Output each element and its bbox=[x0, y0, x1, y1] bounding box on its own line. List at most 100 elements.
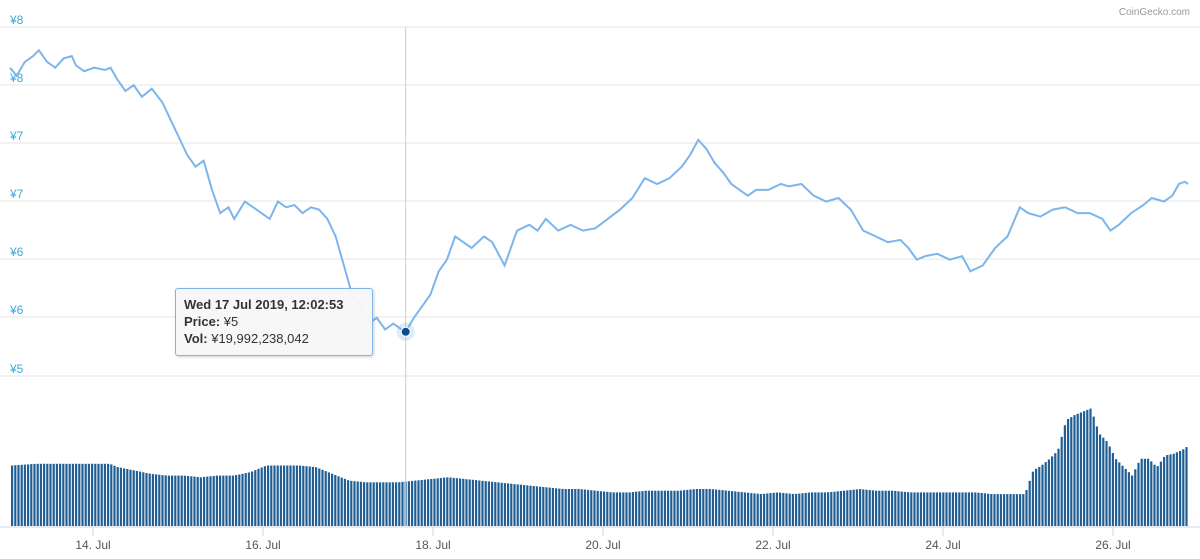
volume-bar bbox=[871, 490, 874, 526]
volume-bar bbox=[94, 463, 97, 526]
volume-bar bbox=[1163, 457, 1166, 526]
volume-bar bbox=[1111, 453, 1114, 526]
volume-bar bbox=[1172, 453, 1175, 526]
volume-bar bbox=[414, 480, 417, 526]
y-axis-labels: ¥8 ¥8 ¥7 ¥7 ¥6 ¥6 ¥5 bbox=[9, 13, 24, 376]
volume-bar bbox=[564, 489, 567, 526]
volume-bar bbox=[951, 492, 954, 526]
volume-bar bbox=[491, 481, 494, 526]
tooltip-vol-label: Vol: bbox=[184, 331, 208, 346]
volume-bar bbox=[20, 464, 23, 526]
volume-bar bbox=[1051, 456, 1054, 526]
volume-bar bbox=[43, 463, 46, 526]
volume-bar bbox=[657, 490, 660, 526]
volume-bar bbox=[782, 493, 785, 526]
volume-bar bbox=[1025, 490, 1028, 526]
credit-label[interactable]: CoinGecko.com bbox=[1119, 7, 1190, 18]
volume-bar bbox=[321, 469, 324, 526]
volume-bar bbox=[238, 474, 241, 526]
volume-bar bbox=[980, 493, 983, 526]
volume-bars bbox=[11, 408, 1188, 526]
volume-bar bbox=[852, 489, 855, 526]
volume-bar bbox=[1179, 451, 1182, 526]
volume-bar bbox=[878, 490, 881, 526]
volume-bar bbox=[798, 493, 801, 526]
volume-bar bbox=[1143, 458, 1146, 526]
volume-bar bbox=[651, 490, 654, 526]
volume-bar bbox=[292, 465, 295, 526]
volume-bar bbox=[407, 481, 410, 526]
volume-bar bbox=[817, 492, 820, 526]
volume-bar bbox=[734, 491, 737, 526]
tooltip-price-value: ¥5 bbox=[223, 314, 239, 329]
volume-bar bbox=[1131, 475, 1134, 526]
x-tick-label: 26. Jul bbox=[1095, 538, 1130, 552]
volume-bar bbox=[1003, 494, 1006, 526]
volume-bar bbox=[497, 482, 500, 526]
volume-bar bbox=[593, 490, 596, 526]
volume-bar bbox=[1156, 466, 1159, 526]
volume-bar bbox=[11, 465, 14, 526]
volume-bar bbox=[1031, 471, 1034, 526]
volume-bar bbox=[107, 463, 110, 526]
volume-bar bbox=[606, 491, 609, 526]
volume-bar bbox=[785, 493, 788, 526]
volume-bar bbox=[1185, 447, 1188, 526]
volume-bar bbox=[529, 485, 532, 526]
volume-bar bbox=[500, 482, 503, 526]
volume-bar bbox=[123, 468, 126, 526]
volume-bar bbox=[283, 465, 286, 526]
x-tick-label: 24. Jul bbox=[925, 538, 960, 552]
volume-bar bbox=[52, 463, 55, 526]
volume-bar bbox=[142, 472, 145, 526]
volume-bar bbox=[638, 491, 641, 526]
volume-bar bbox=[619, 492, 622, 526]
volume-bar bbox=[702, 489, 705, 526]
volume-bar bbox=[465, 479, 468, 526]
volume-bar bbox=[1124, 469, 1127, 526]
volume-bar bbox=[190, 476, 193, 526]
volume-bar bbox=[1150, 461, 1153, 526]
volume-bar bbox=[516, 484, 519, 526]
volume-bar bbox=[382, 482, 385, 526]
volume-bar bbox=[375, 482, 378, 526]
x-tick-label: 14. Jul bbox=[75, 538, 110, 552]
volume-bar bbox=[1147, 458, 1150, 526]
volume-bar bbox=[939, 492, 942, 526]
volume-bar bbox=[868, 490, 871, 526]
volume-bar bbox=[494, 482, 497, 526]
volume-bar bbox=[14, 465, 17, 526]
volume-bar bbox=[254, 470, 257, 526]
volume-bar bbox=[340, 477, 343, 526]
volume-bar bbox=[843, 490, 846, 526]
hover-point-marker[interactable] bbox=[400, 326, 411, 337]
volume-bar bbox=[964, 492, 967, 526]
volume-bar bbox=[1070, 417, 1073, 526]
volume-bar bbox=[775, 492, 778, 526]
x-tick-label: 20. Jul bbox=[585, 538, 620, 552]
volume-bar bbox=[679, 490, 682, 526]
volume-bar bbox=[846, 490, 849, 526]
volume-bar bbox=[193, 476, 196, 526]
volume-bar bbox=[36, 463, 39, 526]
volume-bar bbox=[967, 492, 970, 526]
volume-bar bbox=[369, 482, 372, 526]
volume-bar bbox=[148, 473, 151, 526]
volume-bar bbox=[753, 493, 756, 526]
volume-bar bbox=[971, 492, 974, 526]
volume-bar bbox=[1041, 464, 1044, 526]
volume-bar bbox=[603, 491, 606, 526]
volume-bar bbox=[919, 492, 922, 526]
volume-bar bbox=[39, 463, 42, 526]
volume-bar bbox=[695, 489, 698, 526]
volume-bar bbox=[30, 464, 33, 526]
volume-bar bbox=[567, 489, 570, 526]
volume-bar bbox=[849, 490, 852, 526]
volume-bar bbox=[126, 469, 129, 526]
volume-bar bbox=[158, 474, 161, 526]
volume-bar bbox=[455, 478, 458, 526]
volume-bar bbox=[1028, 480, 1031, 526]
volume-bar bbox=[449, 477, 452, 526]
volume-bar bbox=[116, 467, 119, 526]
